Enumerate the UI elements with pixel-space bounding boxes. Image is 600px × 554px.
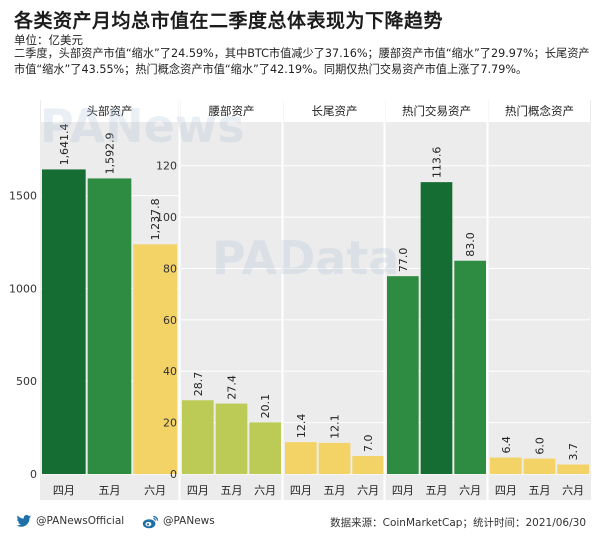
source-text: 数据来源：CoinMarketCap；统计时间：2021/06/30 xyxy=(330,517,586,529)
x-tick-label: 五月 xyxy=(99,484,121,497)
panel-title: 长尾资产 xyxy=(312,104,358,118)
x-tick-label: 四月 xyxy=(290,484,312,497)
bar xyxy=(42,169,86,474)
data-label: 1,641.4 xyxy=(58,123,71,165)
x-tick-label: 四月 xyxy=(53,484,75,497)
bar xyxy=(87,178,132,474)
panel-2: 腰部资产 0 20 40 60 80 100 120 28.7 四月 27.4 五月 20.1 六月 xyxy=(156,100,282,497)
weibo-handle: @PANews xyxy=(163,515,215,527)
panel-header-band xyxy=(181,100,282,122)
data-label: 1,237.8 xyxy=(149,198,162,240)
y-tick-label: 20 xyxy=(163,417,177,430)
x-tick-label: 六月 xyxy=(357,484,379,497)
panel-4: 热门交易资产 77.0 四月 113.6 五月 83.0 六月 xyxy=(386,100,487,497)
x-tick-label: 六月 xyxy=(254,484,276,497)
x-tick-label: 五月 xyxy=(221,484,243,497)
chart-title: 各类资产月均总市值在二季度总体表现为下降趋势 xyxy=(14,10,444,32)
panel-title: 热门概念资产 xyxy=(505,104,574,118)
x-tick-label: 四月 xyxy=(495,484,517,497)
x-tick-label: 六月 xyxy=(459,484,481,497)
panel-header-band xyxy=(489,100,590,122)
x-tick-label: 四月 xyxy=(187,484,209,497)
bar xyxy=(318,442,351,474)
data-label: 113.6 xyxy=(431,147,444,179)
bar xyxy=(454,260,486,474)
panel-1: 头部资产0500100015001,641.4四月1,592.9五月1,237.… xyxy=(9,100,178,497)
panel-5: 热门概念资产 6.4 四月 6.0 五月 3.7 六月 xyxy=(489,100,590,497)
panel-title: 腰部资产 xyxy=(209,104,255,118)
data-label: 6.0 xyxy=(534,437,547,455)
data-label: 83.0 xyxy=(464,232,477,257)
bar xyxy=(352,456,384,474)
data-label: 77.0 xyxy=(397,248,410,273)
bar xyxy=(285,442,317,474)
x-tick-label: 五月 xyxy=(324,484,346,497)
description-text: 二季度，头部资产市值“缩水”了24.59%，其中BTC市值减少了37.16%；腰… xyxy=(14,47,590,76)
data-label: 1,592.9 xyxy=(104,132,117,174)
y-tick-label: 40 xyxy=(163,365,177,378)
bar xyxy=(557,464,589,474)
x-tick-label: 五月 xyxy=(529,484,551,497)
watermark-padata: PAData xyxy=(212,231,399,285)
y-tick-label: 100 xyxy=(156,211,177,224)
bar xyxy=(182,400,214,474)
data-label: 20.1 xyxy=(259,394,272,419)
y-tick-label: 1000 xyxy=(9,282,37,295)
bar xyxy=(249,422,281,474)
twitter-bird-icon xyxy=(16,515,32,527)
data-label: 12.4 xyxy=(295,414,308,439)
bar xyxy=(420,182,453,474)
panel-header-band xyxy=(284,100,385,122)
y-tick-label: 0 xyxy=(30,468,37,481)
panel-title: 头部资产 xyxy=(87,104,133,118)
y-tick-label: 80 xyxy=(163,262,177,275)
data-label: 3.7 xyxy=(567,443,580,461)
bar xyxy=(490,457,522,474)
data-label: 12.1 xyxy=(329,414,342,439)
panel-header-band xyxy=(41,100,178,122)
bar xyxy=(215,403,248,474)
watermark-panews: PANews xyxy=(40,99,245,153)
y-tick-label: 120 xyxy=(156,160,177,173)
y-tick-label: 0 xyxy=(170,468,177,481)
x-tick-label: 五月 xyxy=(426,484,448,497)
bar xyxy=(133,244,177,474)
panel-header-band xyxy=(386,100,487,122)
chart-background xyxy=(40,100,591,500)
data-label: 27.4 xyxy=(226,375,239,400)
twitter-handle: @PANewsOfficial xyxy=(36,515,125,527)
y-tick-label: 500 xyxy=(16,375,37,388)
bar xyxy=(387,276,419,474)
weibo-icon xyxy=(142,515,159,529)
panel-3: 长尾资产 12.4 四月 12.1 五月 7.0 六月 xyxy=(284,100,385,497)
footer: @PANewsOfficial @PANews 数据来源：CoinMarketC… xyxy=(0,508,600,534)
x-tick-label: 六月 xyxy=(562,484,584,497)
unit-label: 单位：亿美元 xyxy=(14,33,83,47)
bar xyxy=(523,458,556,474)
y-tick-label: 60 xyxy=(163,314,177,327)
bottom-strip xyxy=(0,536,600,554)
chart-panels: 头部资产0500100015001,641.4四月1,592.9五月1,237.… xyxy=(9,100,591,500)
x-tick-label: 六月 xyxy=(144,484,166,497)
data-label: 7.0 xyxy=(362,435,375,453)
data-label: 28.7 xyxy=(192,372,205,397)
x-tick-label: 四月 xyxy=(392,484,414,497)
y-tick-label: 1500 xyxy=(9,190,37,203)
chart-area: 头部资产0500100015001,641.4四月1,592.9五月1,237.… xyxy=(9,99,591,500)
data-label: 6.4 xyxy=(500,436,513,454)
panel-title: 热门交易资产 xyxy=(402,104,471,118)
